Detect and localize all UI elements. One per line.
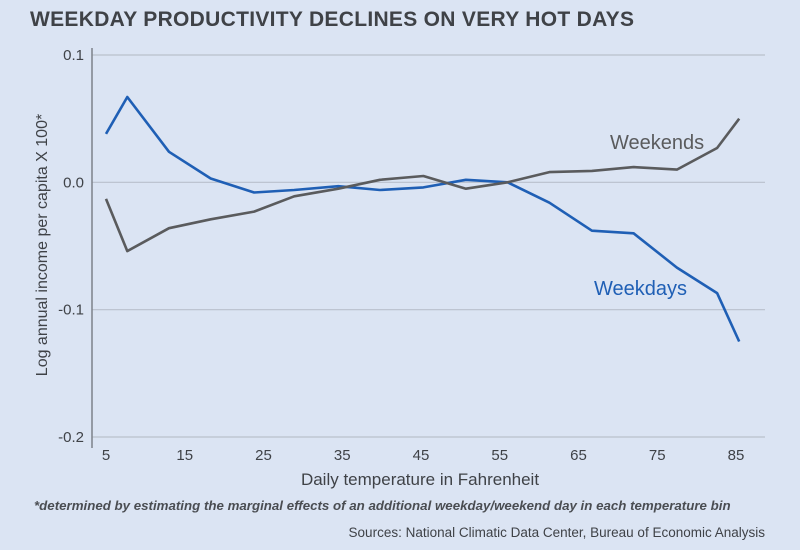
- x-tick-label: 85: [728, 447, 745, 464]
- x-tick-label: 5: [102, 447, 110, 464]
- series-label-weekdays: Weekdays: [594, 278, 687, 300]
- y-tick-label: 0.1: [63, 47, 84, 64]
- series-label-weekends: Weekends: [610, 132, 704, 154]
- y-tick-label: -0.2: [58, 429, 84, 446]
- x-tick-label: 45: [413, 447, 430, 464]
- chart-title: WEEKDAY PRODUCTIVITY DECLINES ON VERY HO…: [30, 8, 635, 31]
- x-tick-label: 35: [334, 447, 351, 464]
- x-tick-label: 55: [491, 447, 508, 464]
- x-tick-label: 75: [649, 447, 666, 464]
- y-tick-label: -0.1: [58, 302, 84, 319]
- x-tick-label: 15: [176, 447, 193, 464]
- x-axis-label: Daily temperature in Fahrenheit: [300, 470, 540, 489]
- y-tick-label: 0.0: [63, 174, 84, 191]
- x-tick-label: 65: [570, 447, 587, 464]
- x-tick-label: 25: [255, 447, 272, 464]
- sources-note: Sources: National Climatic Data Center, …: [348, 525, 765, 540]
- footnote: *determined by estimating the marginal e…: [34, 498, 731, 513]
